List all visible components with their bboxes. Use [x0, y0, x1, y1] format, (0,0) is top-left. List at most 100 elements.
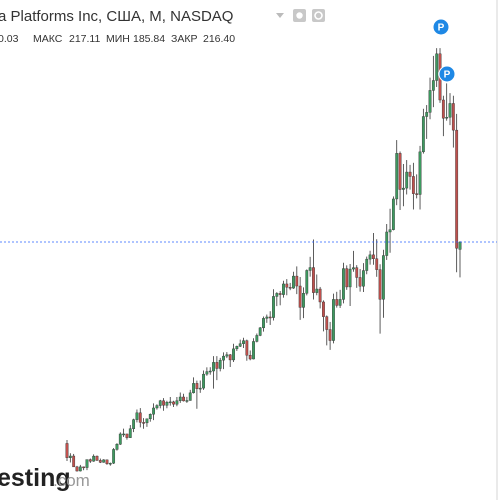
candle-body — [65, 443, 69, 458]
candle-body — [418, 151, 422, 195]
candle-body — [92, 455, 96, 462]
candle-body — [212, 362, 215, 372]
candle-body — [435, 53, 439, 81]
candle-body — [152, 407, 155, 415]
candle-body — [415, 193, 419, 195]
candle-body — [142, 422, 146, 424]
candle-body — [441, 99, 445, 119]
candle-body — [262, 318, 265, 329]
candle-body — [228, 354, 232, 361]
candle-body — [82, 466, 86, 469]
candle-body — [381, 255, 385, 300]
candle-body — [302, 293, 305, 308]
candle-body — [115, 444, 119, 450]
stat-label: МАКС — [33, 33, 63, 45]
candle-body — [132, 419, 136, 429]
candle-body — [372, 254, 375, 259]
candle-body — [318, 288, 322, 303]
stat-label: ЗАКР — [171, 33, 197, 45]
stat-value: 216.40 — [203, 33, 235, 45]
candle-body — [308, 267, 312, 271]
candle-body — [112, 449, 116, 464]
candle-body — [122, 433, 126, 436]
candle-body — [235, 346, 239, 350]
candle-body — [158, 400, 162, 406]
candle-body — [192, 383, 195, 394]
candle-body — [162, 400, 165, 406]
candle-body — [348, 268, 352, 288]
candle-body — [165, 401, 169, 406]
candle-body — [135, 412, 139, 420]
candle-body — [148, 414, 152, 420]
candle-body — [342, 268, 345, 300]
candle-body — [421, 116, 425, 153]
candle-body — [242, 340, 245, 344]
candle-body — [401, 187, 405, 190]
chart-title: a Platforms Inc, США, M, NASDAQ — [0, 8, 233, 25]
candle-body — [285, 283, 289, 288]
candle-body — [238, 343, 242, 347]
candle-body — [72, 455, 76, 468]
candle-body — [175, 400, 179, 405]
candle-body — [325, 316, 329, 330]
candle-body — [102, 459, 106, 463]
candle-body — [355, 267, 359, 278]
candle-body — [378, 269, 382, 300]
candle-body — [255, 335, 259, 342]
candle-body — [98, 460, 102, 463]
candle-body — [398, 153, 402, 190]
candle-body — [322, 301, 325, 317]
candle-body — [155, 405, 159, 409]
candle-body — [108, 462, 112, 465]
candle-body — [198, 387, 202, 390]
watermark-brand: esting — [0, 464, 71, 492]
event-marker-label: P — [438, 23, 445, 34]
candle-body — [368, 254, 372, 260]
candle-body — [168, 401, 172, 404]
candle-body — [345, 268, 349, 288]
candle-body — [395, 153, 399, 200]
candle-body — [215, 362, 219, 369]
candle-body — [305, 270, 309, 294]
candle-body — [425, 112, 429, 117]
candle-body — [188, 392, 192, 401]
candle-body — [182, 396, 185, 402]
stat-label: МИН — [106, 33, 130, 45]
plot — [0, 48, 497, 472]
candle-body — [248, 354, 252, 360]
candle-body — [88, 459, 92, 462]
candle-body — [178, 396, 182, 401]
candle-body — [218, 359, 222, 369]
candle-body — [352, 267, 355, 270]
candle-body — [208, 370, 212, 373]
candle-body — [408, 171, 412, 177]
candle-body — [85, 459, 89, 468]
candle-body — [118, 433, 122, 445]
candle-body — [362, 270, 365, 287]
stat-value: 217.11 — [69, 33, 100, 45]
candle-body — [288, 287, 292, 289]
candle-body — [145, 418, 149, 424]
candle-body — [335, 299, 339, 306]
candle-body — [272, 296, 275, 318]
stat-value: 185.84 — [133, 33, 165, 45]
candle-body — [252, 341, 255, 360]
candle-body — [405, 171, 409, 189]
candle-body — [232, 348, 235, 361]
candle-body — [455, 129, 459, 249]
candle-body — [358, 277, 362, 287]
candle-body — [391, 198, 395, 230]
candle-body — [385, 231, 389, 256]
watermark-domain: .com — [53, 471, 90, 490]
dropdown-arrow[interactable] — [276, 13, 284, 18]
candle-body — [312, 267, 315, 293]
candle-body — [195, 383, 199, 389]
candle-body — [245, 340, 249, 356]
candle-body — [295, 275, 299, 287]
candle-body — [185, 400, 189, 402]
settings-icon[interactable] — [312, 9, 325, 22]
candle-body — [105, 459, 109, 464]
candle-body — [332, 299, 335, 341]
candle-body — [388, 229, 392, 233]
